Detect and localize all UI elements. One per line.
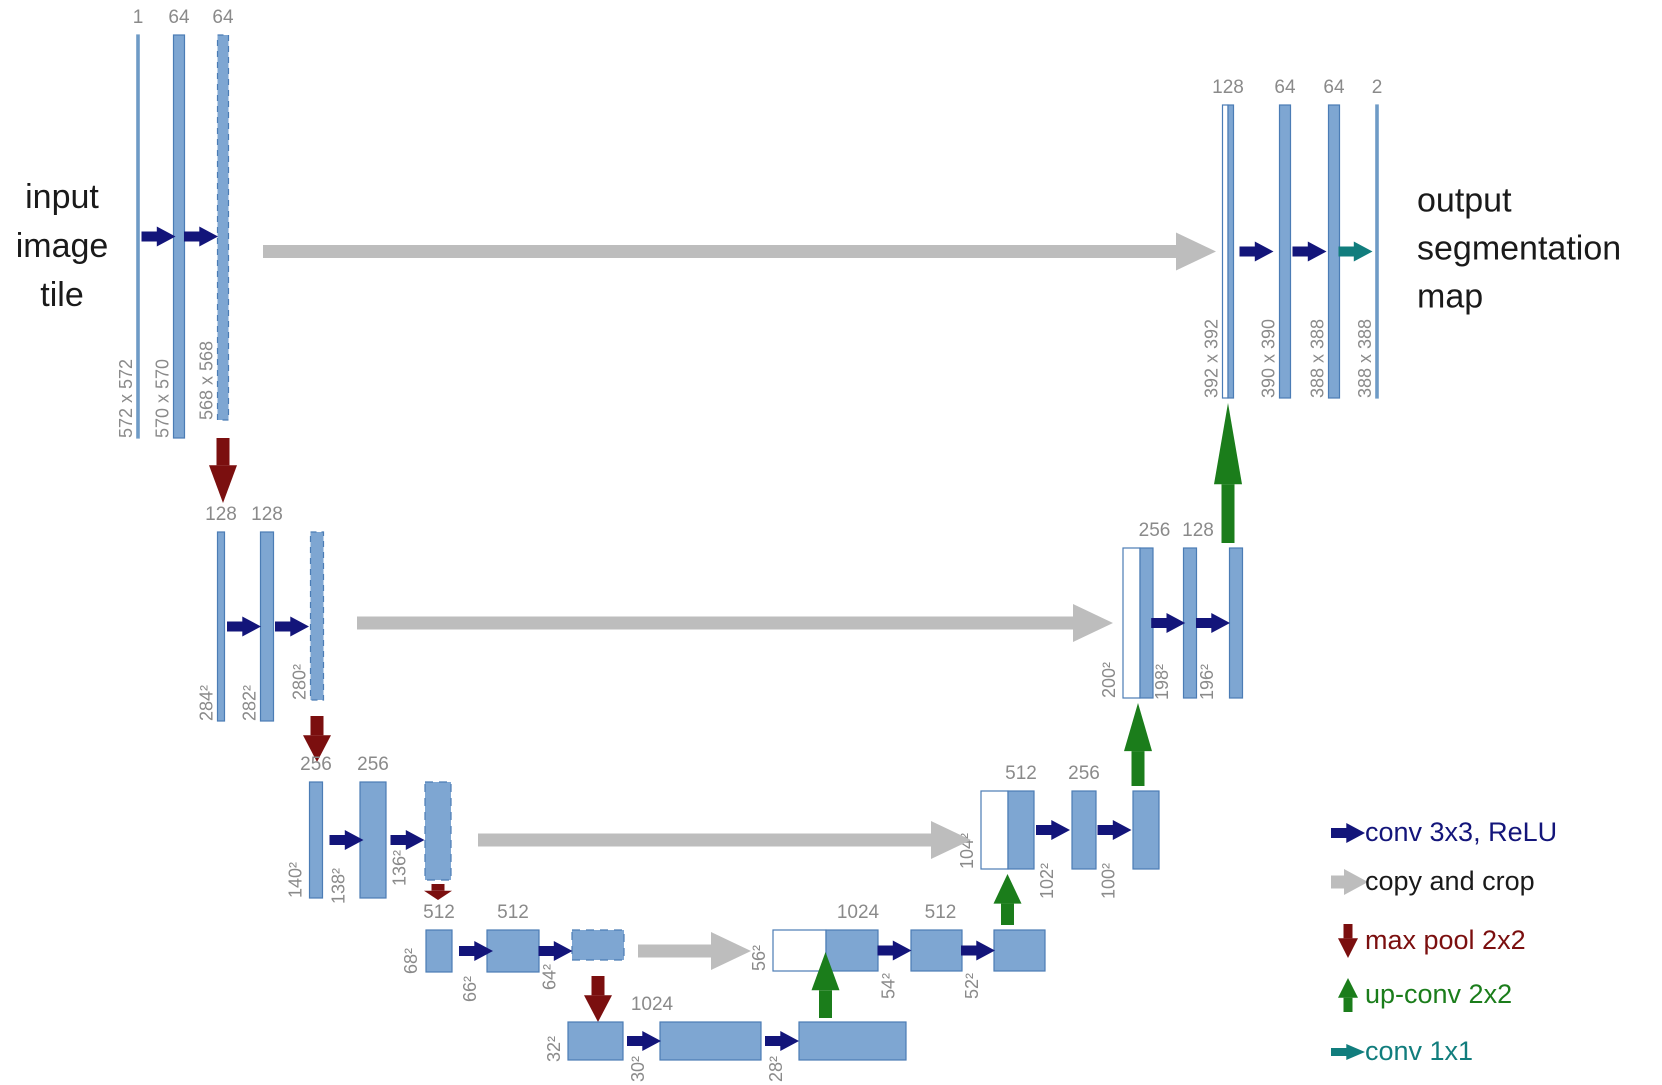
svg-text:140²: 140² bbox=[286, 862, 306, 898]
svg-text:282²: 282² bbox=[240, 685, 260, 721]
svg-text:copy and crop: copy and crop bbox=[1365, 866, 1535, 896]
svg-text:128: 128 bbox=[251, 504, 283, 525]
svg-text:128: 128 bbox=[205, 504, 237, 525]
svg-text:512: 512 bbox=[497, 902, 529, 923]
svg-text:segmentation: segmentation bbox=[1417, 230, 1621, 268]
svg-text:input: input bbox=[25, 178, 99, 216]
svg-text:390 x 390: 390 x 390 bbox=[1259, 319, 1279, 398]
svg-text:128: 128 bbox=[1182, 520, 1214, 541]
svg-text:conv 1x1: conv 1x1 bbox=[1365, 1036, 1473, 1066]
svg-text:388 x 388: 388 x 388 bbox=[1308, 319, 1328, 398]
svg-text:512: 512 bbox=[423, 902, 455, 923]
svg-text:68²: 68² bbox=[401, 948, 421, 974]
svg-text:256: 256 bbox=[300, 754, 332, 775]
svg-text:196²: 196² bbox=[1197, 664, 1217, 700]
svg-text:64: 64 bbox=[212, 7, 234, 28]
svg-text:392 x 392: 392 x 392 bbox=[1202, 319, 1222, 398]
svg-text:30²: 30² bbox=[628, 1056, 648, 1082]
svg-text:128: 128 bbox=[1212, 77, 1244, 98]
svg-text:max pool 2x2: max pool 2x2 bbox=[1365, 925, 1526, 955]
svg-text:image: image bbox=[16, 227, 109, 265]
svg-text:32²: 32² bbox=[544, 1036, 564, 1062]
svg-text:1024: 1024 bbox=[837, 902, 880, 923]
svg-text:512: 512 bbox=[925, 902, 957, 923]
svg-text:572 x 572: 572 x 572 bbox=[116, 359, 136, 438]
svg-text:64: 64 bbox=[1323, 77, 1345, 98]
svg-text:output: output bbox=[1417, 182, 1512, 220]
svg-text:256: 256 bbox=[1139, 520, 1171, 541]
svg-text:52²: 52² bbox=[962, 973, 982, 999]
svg-text:map: map bbox=[1417, 278, 1483, 316]
svg-text:570 x 570: 570 x 570 bbox=[153, 359, 173, 438]
svg-text:64: 64 bbox=[168, 7, 190, 28]
svg-text:64: 64 bbox=[1274, 77, 1296, 98]
svg-text:conv 3x3, ReLU: conv 3x3, ReLU bbox=[1365, 817, 1557, 847]
svg-text:64²: 64² bbox=[540, 964, 560, 990]
svg-text:100²: 100² bbox=[1099, 863, 1119, 899]
svg-text:198²: 198² bbox=[1152, 664, 1172, 700]
svg-text:102²: 102² bbox=[1037, 863, 1057, 899]
svg-text:54²: 54² bbox=[879, 973, 899, 999]
svg-text:56²: 56² bbox=[749, 945, 769, 971]
svg-text:28²: 28² bbox=[766, 1056, 786, 1082]
svg-text:388 x 388: 388 x 388 bbox=[1355, 319, 1375, 398]
svg-text:280²: 280² bbox=[290, 664, 310, 700]
svg-text:138²: 138² bbox=[329, 868, 349, 904]
svg-text:2: 2 bbox=[1372, 77, 1383, 98]
svg-text:up-conv 2x2: up-conv 2x2 bbox=[1365, 979, 1512, 1009]
svg-text:66²: 66² bbox=[460, 976, 480, 1002]
svg-text:1: 1 bbox=[133, 7, 144, 28]
svg-text:1024: 1024 bbox=[631, 994, 674, 1015]
svg-text:568 x 568: 568 x 568 bbox=[197, 341, 217, 420]
svg-text:136²: 136² bbox=[390, 850, 410, 886]
svg-text:200²: 200² bbox=[1099, 662, 1119, 698]
svg-text:512: 512 bbox=[1005, 763, 1037, 784]
svg-text:256: 256 bbox=[357, 754, 389, 775]
svg-text:284²: 284² bbox=[197, 685, 217, 721]
svg-text:256: 256 bbox=[1068, 763, 1100, 784]
svg-text:tile: tile bbox=[40, 276, 83, 314]
